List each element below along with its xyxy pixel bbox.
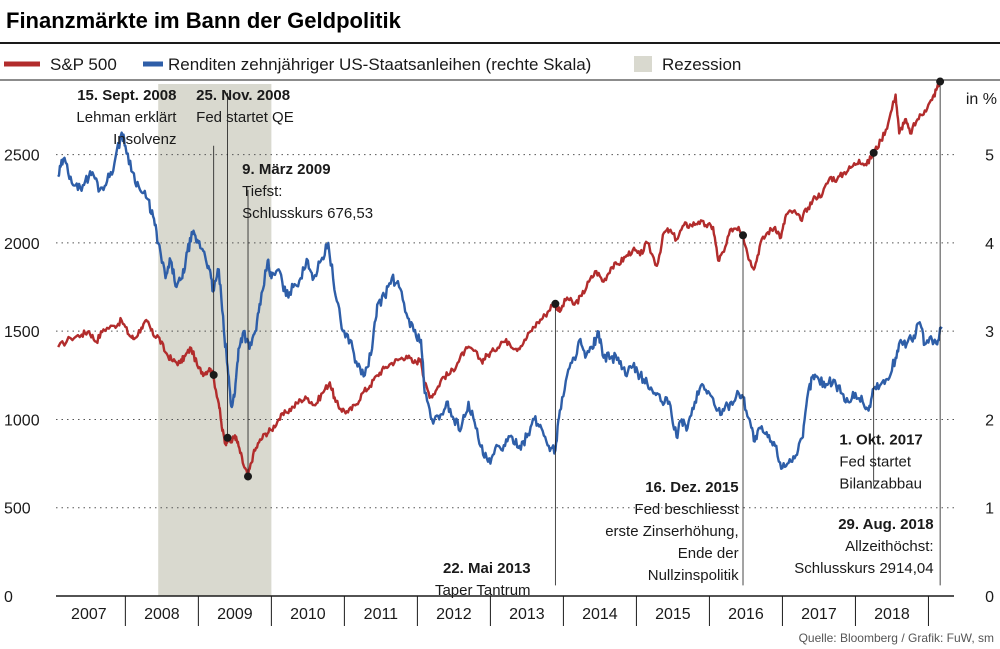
series-line-yield (57, 131, 943, 470)
annotation-date: 22. Mai 2013 (443, 560, 531, 577)
source-note: Quelle: Bloomberg / Grafik: FuW, sm (799, 631, 994, 645)
y-right-tick-label: 1 (985, 501, 994, 518)
annotation-marker (244, 472, 253, 481)
annotation-marker (869, 148, 878, 157)
annotation-date: 9. März 2009 (242, 161, 330, 178)
annotation-marker (739, 231, 748, 240)
series-line-sp500 (57, 79, 942, 478)
legend-label-sp500: S&P 500 (50, 55, 117, 74)
annotation-marker (223, 433, 232, 442)
legend-label-yield: Renditen zehnjähriger US-Staatsanleihen … (168, 55, 591, 74)
x-tick-label: 2017 (801, 606, 837, 623)
y-right-tick-label: 2 (985, 412, 994, 429)
y-right-unit-label: in % (966, 91, 997, 108)
annotation-text: Insolvenz (113, 131, 176, 148)
y-left-tick-label: 2500 (4, 148, 40, 165)
x-tick-label: 2009 (217, 606, 253, 623)
x-tick-label: 2011 (364, 606, 399, 623)
annotation-date: 15. Sept. 2008 (77, 87, 176, 104)
x-tick-label: 2013 (509, 606, 545, 623)
y-right-tick-label: 4 (985, 236, 994, 253)
x-tick-label: 2018 (874, 606, 910, 623)
annotation-text: Fed startet (839, 453, 912, 470)
x-tick-label: 2008 (144, 606, 180, 623)
annotation-text: Fed beschliesst (634, 501, 739, 518)
annotation-text: Fed startet QE (196, 109, 294, 126)
y-left-tick-label: 0 (4, 589, 13, 606)
y-right-tick-label: 3 (985, 324, 994, 341)
annotation-text: Allzeithöchst: (845, 538, 933, 555)
x-tick-label: 2015 (655, 606, 691, 623)
annotation-marker (936, 77, 945, 86)
legend-swatch-recession (634, 56, 652, 72)
x-tick-label: 2010 (290, 606, 326, 623)
annotation-text: Bilanzabbau (839, 475, 922, 492)
y-left-tick-label: 1000 (4, 412, 40, 429)
y-right-tick-label: 5 (985, 148, 994, 165)
annotation-text: Ende der (678, 545, 739, 562)
x-tick-label: 2014 (582, 606, 618, 623)
annotation-text: Schlusskurs 2914,04 (794, 560, 933, 577)
y-left-tick-label: 500 (4, 501, 31, 518)
y-left-tick-label: 1500 (4, 324, 40, 341)
legend-label-recession: Rezession (662, 55, 741, 74)
annotation-marker (551, 299, 560, 308)
annotation-date: 1. Okt. 2017 (839, 431, 922, 448)
y-right-tick-label: 0 (985, 589, 994, 606)
x-tick-label: 2007 (71, 606, 107, 623)
y-left-tick-label: 2000 (4, 236, 40, 253)
annotation-text: erste Zinserhöhung, (605, 523, 738, 540)
annotation-text: Schlusskurs 676,53 (242, 205, 373, 222)
legend: S&P 500 Renditen zehnjähriger US-Staatsa… (4, 55, 741, 74)
annotation-date: 29. Aug. 2018 (838, 516, 933, 533)
x-tick-label: 2016 (728, 606, 764, 623)
annotation-text: Tiefst: (242, 183, 282, 200)
annotation-text: Nullzinspolitik (648, 567, 739, 584)
annotation-date: 16. Dez. 2015 (645, 479, 738, 496)
annotation-text: Lehman erklärt (76, 109, 177, 126)
annotation-date: 25. Nov. 2008 (196, 87, 290, 104)
plot-area: 0 500 1000 1500 2000 2500 0 1 2 3 4 5 in % 2007 2008 20… (4, 77, 997, 626)
chart-title: Finanzmärkte im Bann der Geldpolitik (6, 8, 402, 33)
x-tick-label: 2012 (436, 606, 472, 623)
annotation-marker (209, 370, 218, 379)
annotation-text: Taper Tantrum (435, 582, 531, 599)
